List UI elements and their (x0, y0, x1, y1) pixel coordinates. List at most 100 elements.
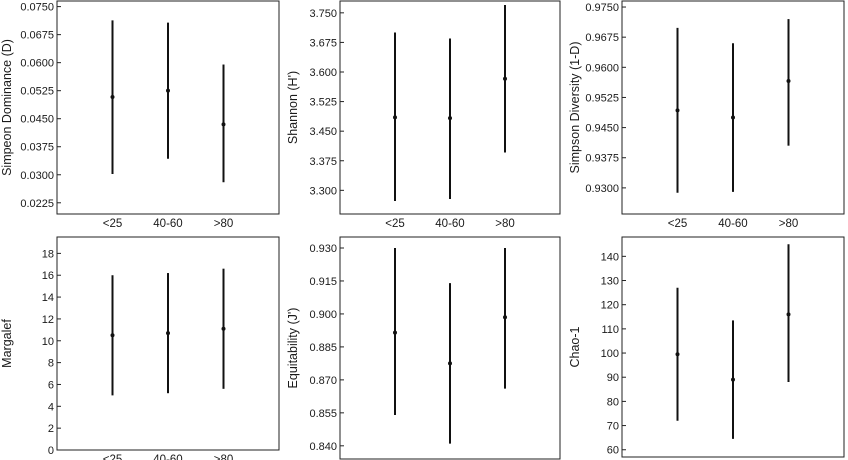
x-category-label: >80 (495, 218, 515, 230)
y-tick-label: 10 (42, 336, 54, 348)
y-tick-label: 3.375 (309, 156, 337, 168)
y-tick-label: 0.840 (309, 441, 337, 453)
y-tick-label: 110 (601, 324, 619, 336)
y-tick-label: 0.930 (309, 243, 337, 255)
mean-point (448, 361, 452, 366)
y-tick-label: 0.0675 (20, 30, 54, 42)
y-tick-label: 8 (48, 358, 54, 370)
x-category-label: 40-60 (153, 218, 182, 230)
x-category-label: 40-60 (435, 218, 464, 230)
y-tick-label: 0.9450 (585, 123, 619, 135)
y-tick-label: 0.0525 (20, 86, 54, 98)
mean-point (786, 78, 791, 83)
chart-panel-5: 0.840 0.855 0.870 0.885 0.900 0.915 0.930 Equit… (286, 236, 561, 460)
y-tick-label: 6 (48, 379, 54, 391)
plot-frame (621, 0, 845, 215)
chart-panel-4: 0 2 4 6 8 10 12 14 16 18 Margalef <25 40-60 >80 (0, 236, 280, 460)
plot-frame (339, 0, 561, 215)
y-tick-label: 0.0375 (20, 142, 54, 154)
y-tick-label: 12 (42, 314, 54, 326)
mean-point (448, 116, 452, 121)
x-category-label: <25 (103, 218, 123, 230)
y-tick-label: 100 (601, 348, 619, 360)
y-tick-label: 0 (48, 445, 54, 457)
mean-point (110, 95, 115, 100)
y-axis-label: Shannon (H') (286, 71, 300, 144)
x-category-label: >80 (214, 454, 234, 460)
y-tick-label: 0.870 (309, 375, 337, 387)
x-category-label: >80 (779, 218, 799, 230)
y-tick-label: 4 (48, 401, 54, 413)
y-axis-label: Simpeon Dominance (D) (0, 39, 14, 176)
y-tick-label: 0.885 (309, 342, 337, 354)
y-tick-label: 0.0600 (20, 58, 54, 70)
y-tick-label: 16 (42, 270, 54, 282)
y-tick-label: 120 (601, 300, 619, 312)
y-tick-label: 3.600 (309, 67, 337, 79)
y-tick-label: 3.675 (309, 37, 337, 49)
y-axis: 0 2 4 6 8 10 12 14 16 18 (42, 248, 61, 457)
mean-point (166, 88, 170, 93)
y-tick-label: 60 (607, 445, 619, 457)
y-tick-label: 0.0225 (20, 198, 54, 210)
y-axis-label: Simpson Diversity (1-D) (568, 42, 582, 174)
x-category-label: <25 (103, 454, 123, 460)
y-axis: 60 70 80 90 100 110 120 130 140 (601, 251, 626, 457)
y-tick-label: 3.300 (309, 185, 337, 197)
y-tick-label: 14 (42, 292, 54, 304)
y-axis: 0.840 0.855 0.870 0.885 0.900 0.915 0.930 (309, 243, 344, 453)
y-tick-label: 70 (607, 421, 619, 433)
x-category-label: >80 (214, 218, 234, 230)
y-tick-label: 0.9675 (585, 32, 619, 44)
x-category-label: <25 (385, 218, 405, 230)
y-tick-label: 0.915 (309, 276, 337, 288)
mean-point (221, 122, 226, 127)
chart-panel-3: 0.9300 0.9375 0.9450 0.9525 0.9600 0.9675 0.97… (568, 0, 845, 230)
mean-point (786, 312, 791, 317)
mean-point (731, 377, 735, 382)
plot-frame (621, 236, 845, 458)
mean-point (503, 315, 507, 320)
y-tick-label: 0.0450 (20, 114, 54, 126)
y-tick-label: 0.900 (309, 309, 337, 321)
y-tick-label: 3.525 (309, 97, 337, 109)
y-axis-label: Equitability (J') (286, 308, 300, 389)
x-category-label: 40-60 (153, 454, 182, 460)
y-tick-label: 0.9300 (585, 183, 619, 195)
plot-frame (339, 236, 561, 460)
mean-point (675, 108, 680, 113)
x-category-label: 40-60 (718, 218, 747, 230)
plot-frame (56, 236, 280, 451)
mean-point (110, 333, 115, 338)
y-tick-label: 18 (42, 248, 54, 260)
y-tick-label: 90 (607, 372, 619, 384)
y-tick-label: 2 (48, 423, 54, 435)
y-tick-label: 130 (601, 276, 619, 288)
y-axis: 0.0225 0.0300 0.0375 0.0450 0.0525 0.0600 0.06… (20, 2, 61, 210)
mean-point (166, 331, 170, 336)
y-axis: 3.300 3.375 3.450 3.525 3.600 3.675 3.750 (309, 8, 344, 197)
mean-point (393, 330, 397, 335)
y-axis-label: Margalef (0, 319, 14, 368)
mean-point (503, 76, 507, 81)
mean-point (675, 352, 680, 357)
y-tick-label: 0.9750 (585, 2, 619, 14)
y-tick-label: 0.9375 (585, 153, 619, 165)
y-tick-label: 0.9525 (585, 92, 619, 104)
chart-panel-2: 3.300 3.375 3.450 3.525 3.600 3.675 3.750 Shann… (286, 0, 561, 230)
y-tick-label: 3.750 (309, 8, 337, 20)
y-tick-label: 0.9600 (585, 62, 619, 74)
y-tick-label: 0.855 (309, 408, 337, 420)
y-axis-label: Chao-1 (568, 326, 582, 367)
plot-frame (56, 0, 280, 215)
mean-point (731, 115, 735, 120)
mean-point (393, 115, 397, 120)
x-category-label: <25 (668, 218, 688, 230)
y-tick-label: 140 (601, 251, 619, 263)
mean-point (221, 326, 226, 331)
y-tick-label: 0.0750 (20, 2, 54, 14)
y-tick-label: 80 (607, 396, 619, 408)
y-tick-label: 3.450 (309, 126, 337, 138)
